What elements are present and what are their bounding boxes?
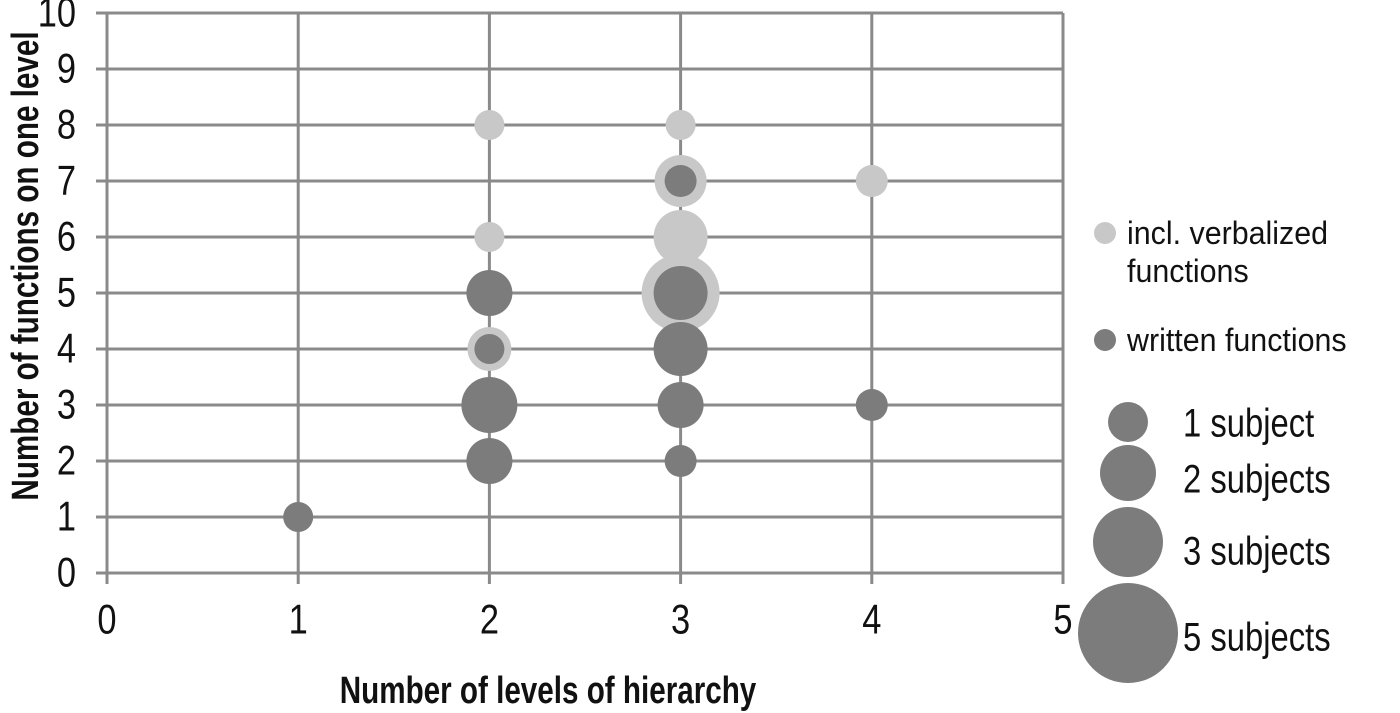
x-tick-label: 4 [862,596,881,643]
bubble-verbalized [665,110,696,140]
y-tick-label: 4 [57,325,76,372]
legend-verbalized-label: functions [1127,253,1249,289]
bubble-written [466,438,513,484]
size-legend-label: 3 subjects [1183,529,1331,574]
y-axis-title: Number of functions on one level [5,31,47,500]
size-legend-label: 5 subjects [1183,615,1331,660]
y-tick-label: 3 [57,381,76,428]
size-legend-label: 2 subjects [1183,457,1331,502]
size-legend-label: 1 subject [1183,401,1314,446]
legend-verbalized-dot [1094,222,1116,244]
bubble-written [474,334,505,364]
x-axis-title: Number of levels of hierarchy [340,670,757,712]
bubble-verbalized [653,210,708,264]
size-legend-circle [1078,583,1178,683]
bubble-written [664,445,697,477]
y-tick-label: 1 [57,493,76,540]
legend-verbalized-label: incl. verbalized [1127,215,1328,251]
bubble-written [283,502,314,532]
bubble-written [664,165,697,197]
y-tick-label: 9 [57,45,76,92]
y-tick-label: 6 [57,213,76,260]
x-tick-label: 0 [97,596,116,643]
bubble-written [653,266,708,320]
x-tick-label: 3 [671,596,690,643]
bubble-written [653,322,708,376]
x-tick-label: 2 [480,596,499,643]
x-tick-label: 5 [1053,596,1072,643]
size-legend-circle [1093,507,1163,577]
bubble-written [461,377,518,433]
bubble-verbalized [855,165,888,197]
bubble-written [466,270,513,316]
y-tick-label: 0 [57,549,76,596]
y-tick-label: 8 [57,101,76,148]
bubble-written [657,382,704,428]
y-tick-label: 5 [57,269,76,316]
legend-written-dot [1094,329,1116,351]
y-tick-label: 7 [57,157,76,204]
x-tick-label: 1 [289,596,308,643]
bubble-verbalized [474,110,505,140]
y-tick-label: 10 [38,0,76,37]
bubble-verbalized [474,222,505,252]
y-tick-label: 2 [57,437,76,484]
bubble-written [855,389,888,421]
size-legend-circle [1100,445,1156,501]
size-legend-circle [1108,402,1148,442]
legend-written-label: written functions [1126,322,1347,358]
